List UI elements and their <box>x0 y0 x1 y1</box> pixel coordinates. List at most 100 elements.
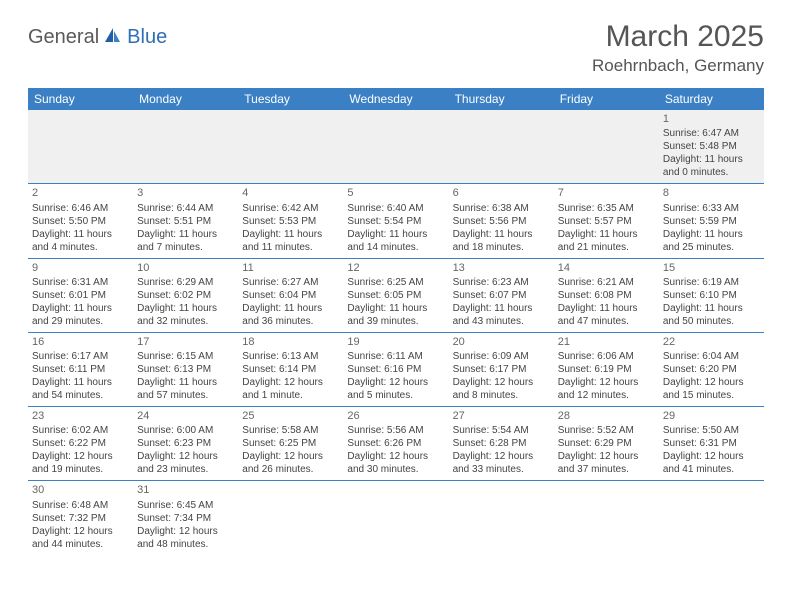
weekday-heading: Tuesday <box>238 88 343 110</box>
daylight-text: Daylight: 11 hours <box>453 228 550 241</box>
sunrise-text: Sunrise: 6:45 AM <box>137 499 234 512</box>
calendar-day-cell: 13Sunrise: 6:23 AMSunset: 6:07 PMDayligh… <box>449 258 554 332</box>
calendar-day-cell: 30Sunrise: 6:48 AMSunset: 7:32 PMDayligh… <box>28 481 133 555</box>
sunrise-text: Sunrise: 5:52 AM <box>558 424 655 437</box>
daylight-text: and 7 minutes. <box>137 241 234 254</box>
sunrise-text: Sunrise: 6:42 AM <box>242 202 339 215</box>
sunset-text: Sunset: 5:56 PM <box>453 215 550 228</box>
sunset-text: Sunset: 6:28 PM <box>453 437 550 450</box>
calendar-day-cell: 11Sunrise: 6:27 AMSunset: 6:04 PMDayligh… <box>238 258 343 332</box>
sunset-text: Sunset: 6:08 PM <box>558 289 655 302</box>
calendar-day-cell <box>659 481 764 555</box>
calendar-day-cell <box>238 481 343 555</box>
day-number: 12 <box>347 261 444 275</box>
calendar-day-cell: 12Sunrise: 6:25 AMSunset: 6:05 PMDayligh… <box>343 258 448 332</box>
sunrise-text: Sunrise: 6:21 AM <box>558 276 655 289</box>
calendar-day-cell: 31Sunrise: 6:45 AMSunset: 7:34 PMDayligh… <box>133 481 238 555</box>
day-number: 10 <box>137 261 234 275</box>
weekday-heading: Monday <box>133 88 238 110</box>
daylight-text: Daylight: 11 hours <box>663 228 760 241</box>
sunrise-text: Sunrise: 6:47 AM <box>663 127 760 140</box>
calendar-day-cell: 25Sunrise: 5:58 AMSunset: 6:25 PMDayligh… <box>238 407 343 481</box>
calendar-day-cell: 20Sunrise: 6:09 AMSunset: 6:17 PMDayligh… <box>449 332 554 406</box>
calendar-day-cell: 18Sunrise: 6:13 AMSunset: 6:14 PMDayligh… <box>238 332 343 406</box>
sunset-text: Sunset: 6:17 PM <box>453 363 550 376</box>
daylight-text: and 29 minutes. <box>32 315 129 328</box>
sunrise-text: Sunrise: 6:48 AM <box>32 499 129 512</box>
calendar-day-cell: 8Sunrise: 6:33 AMSunset: 5:59 PMDaylight… <box>659 184 764 258</box>
daylight-text: and 36 minutes. <box>242 315 339 328</box>
sunrise-text: Sunrise: 5:50 AM <box>663 424 760 437</box>
daylight-text: and 12 minutes. <box>558 389 655 402</box>
sunset-text: Sunset: 6:16 PM <box>347 363 444 376</box>
sunset-text: Sunset: 6:23 PM <box>137 437 234 450</box>
sunset-text: Sunset: 5:57 PM <box>558 215 655 228</box>
daylight-text: Daylight: 11 hours <box>32 376 129 389</box>
daylight-text: Daylight: 11 hours <box>32 228 129 241</box>
sunrise-text: Sunrise: 6:17 AM <box>32 350 129 363</box>
sunset-text: Sunset: 6:14 PM <box>242 363 339 376</box>
day-number: 15 <box>663 261 760 275</box>
daylight-text: and 1 minute. <box>242 389 339 402</box>
calendar-day-cell: 23Sunrise: 6:02 AMSunset: 6:22 PMDayligh… <box>28 407 133 481</box>
daylight-text: and 43 minutes. <box>453 315 550 328</box>
sunset-text: Sunset: 6:10 PM <box>663 289 760 302</box>
brand-part2: Blue <box>127 26 167 49</box>
calendar-day-cell <box>554 481 659 555</box>
daylight-text: Daylight: 11 hours <box>242 228 339 241</box>
daylight-text: Daylight: 11 hours <box>137 376 234 389</box>
calendar-day-cell: 2Sunrise: 6:46 AMSunset: 5:50 PMDaylight… <box>28 184 133 258</box>
location: Roehrnbach, Germany <box>592 56 764 76</box>
weekday-row: Sunday Monday Tuesday Wednesday Thursday… <box>28 88 764 110</box>
calendar-day-cell: 3Sunrise: 6:44 AMSunset: 5:51 PMDaylight… <box>133 184 238 258</box>
sunrise-text: Sunrise: 6:15 AM <box>137 350 234 363</box>
daylight-text: and 50 minutes. <box>663 315 760 328</box>
calendar-day-cell: 14Sunrise: 6:21 AMSunset: 6:08 PMDayligh… <box>554 258 659 332</box>
day-number: 19 <box>347 335 444 349</box>
day-number: 30 <box>32 483 129 497</box>
sunrise-text: Sunrise: 6:35 AM <box>558 202 655 215</box>
weekday-heading: Sunday <box>28 88 133 110</box>
calendar-day-cell: 9Sunrise: 6:31 AMSunset: 6:01 PMDaylight… <box>28 258 133 332</box>
daylight-text: and 37 minutes. <box>558 463 655 476</box>
calendar-day-cell: 4Sunrise: 6:42 AMSunset: 5:53 PMDaylight… <box>238 184 343 258</box>
daylight-text: Daylight: 12 hours <box>32 450 129 463</box>
day-number: 11 <box>242 261 339 275</box>
day-number: 22 <box>663 335 760 349</box>
calendar-week-row: 16Sunrise: 6:17 AMSunset: 6:11 PMDayligh… <box>28 332 764 406</box>
daylight-text: Daylight: 11 hours <box>32 302 129 315</box>
sunset-text: Sunset: 6:25 PM <box>242 437 339 450</box>
day-number: 4 <box>242 186 339 200</box>
sunset-text: Sunset: 6:19 PM <box>558 363 655 376</box>
daylight-text: and 33 minutes. <box>453 463 550 476</box>
sunset-text: Sunset: 6:02 PM <box>137 289 234 302</box>
daylight-text: Daylight: 11 hours <box>347 302 444 315</box>
calendar-day-cell: 28Sunrise: 5:52 AMSunset: 6:29 PMDayligh… <box>554 407 659 481</box>
sail-icon <box>103 26 123 49</box>
calendar-day-cell: 26Sunrise: 5:56 AMSunset: 6:26 PMDayligh… <box>343 407 448 481</box>
daylight-text: Daylight: 12 hours <box>453 376 550 389</box>
calendar-week-row: 30Sunrise: 6:48 AMSunset: 7:32 PMDayligh… <box>28 481 764 555</box>
daylight-text: and 57 minutes. <box>137 389 234 402</box>
day-number: 21 <box>558 335 655 349</box>
calendar-day-cell <box>449 481 554 555</box>
day-number: 3 <box>137 186 234 200</box>
daylight-text: and 48 minutes. <box>137 538 234 551</box>
sunrise-text: Sunrise: 6:09 AM <box>453 350 550 363</box>
sunset-text: Sunset: 6:20 PM <box>663 363 760 376</box>
calendar-day-cell: 5Sunrise: 6:40 AMSunset: 5:54 PMDaylight… <box>343 184 448 258</box>
day-number: 29 <box>663 409 760 423</box>
day-number: 17 <box>137 335 234 349</box>
day-number: 1 <box>663 112 760 126</box>
daylight-text: Daylight: 11 hours <box>558 228 655 241</box>
day-number: 25 <box>242 409 339 423</box>
daylight-text: and 11 minutes. <box>242 241 339 254</box>
sunset-text: Sunset: 5:54 PM <box>347 215 444 228</box>
calendar-day-cell <box>343 481 448 555</box>
daylight-text: Daylight: 11 hours <box>137 302 234 315</box>
daylight-text: and 32 minutes. <box>137 315 234 328</box>
daylight-text: Daylight: 11 hours <box>558 302 655 315</box>
daylight-text: and 25 minutes. <box>663 241 760 254</box>
daylight-text: and 54 minutes. <box>32 389 129 402</box>
sunrise-text: Sunrise: 6:38 AM <box>453 202 550 215</box>
